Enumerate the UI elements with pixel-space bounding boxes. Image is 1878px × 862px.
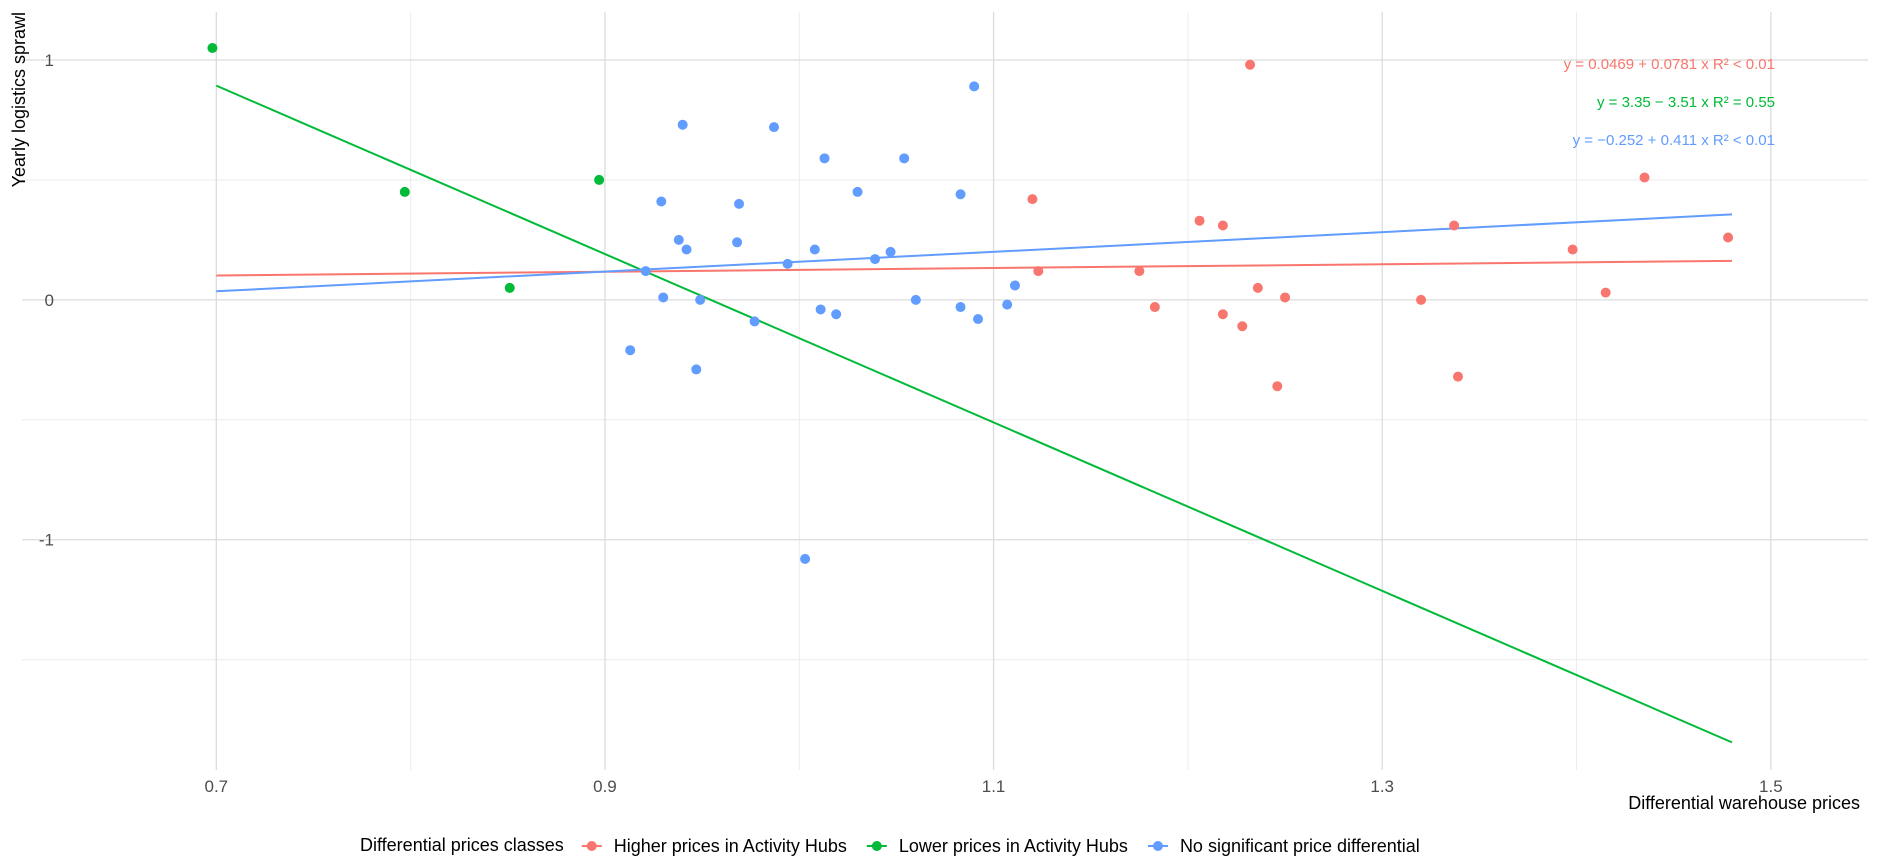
legend-item: Higher prices in Activity Hubs [581,836,847,856]
data-point [815,304,826,315]
x-axis-title: Differential warehouse prices [1628,793,1860,813]
data-point [870,254,881,265]
y-tick-labels: 1 0 -1 [39,51,54,550]
data-point [1002,299,1013,310]
fit-line [215,84,1733,744]
data-point [1217,309,1228,320]
data-point [1237,321,1248,332]
data-point [1217,220,1228,231]
data-point [732,237,743,248]
legend-item: No significant price differential [1147,836,1420,856]
legend-label: No significant price differential [1180,836,1420,856]
data-point [1149,302,1160,313]
y-tick-label: 0 [45,291,54,310]
legend: Differential prices classes Higher price… [360,835,1420,856]
data-point [1245,59,1256,70]
fit-equation: y = −0.252 + 0.411 x R² < 0.01 [1573,132,1775,149]
data-point [625,345,636,356]
data-point [673,234,684,245]
data-point [1194,215,1205,226]
data-point [769,122,780,133]
data-point [899,153,910,164]
data-point [658,292,669,303]
data-point [677,119,688,130]
data-point [955,302,966,313]
major-gridlines [22,12,1868,770]
data-point [819,153,830,164]
legend-items: Higher prices in Activity Hubs Lower pric… [581,836,1420,856]
x-tick-label: 1.3 [1370,777,1394,796]
data-point [640,266,651,277]
data-point [734,198,745,209]
data-point [1639,172,1650,183]
minor-gridlines [22,12,1868,770]
legend-key-point [871,841,882,851]
data-point [1567,244,1578,255]
data-point [681,244,692,255]
data-point [809,244,820,255]
data-point [1033,266,1044,277]
data-points [207,42,1734,564]
fit-equation: y = 0.0469 + 0.0781 x R² < 0.01 [1564,56,1775,73]
legend-item: Lower prices in Activity Hubs [866,836,1128,856]
legend-title: Differential prices classes [360,835,564,855]
data-point [885,246,896,257]
data-point [782,258,793,269]
data-point [1009,280,1020,291]
y-axis-title: Yearly logistics sprawl [9,12,29,187]
data-point [1027,194,1038,205]
data-point [1449,220,1460,231]
y-tick-label: -1 [39,531,54,550]
fit-line [216,259,1732,277]
data-point [831,309,842,320]
data-point [955,189,966,200]
legend-label: Higher prices in Activity Hubs [614,836,847,856]
data-point [594,174,605,185]
data-point [969,81,980,92]
x-tick-label: 0.9 [593,777,617,796]
data-point [1416,294,1427,305]
data-point [973,314,984,325]
data-point [504,282,515,293]
data-point [800,553,811,564]
data-point [691,364,702,375]
data-point [910,294,921,305]
data-point [207,42,218,53]
x-tick-label: 1.1 [982,777,1006,796]
y-tick-label: 1 [45,51,54,70]
legend-label: Lower prices in Activity Hubs [899,836,1128,856]
data-point [1600,287,1611,298]
data-point [1252,282,1263,293]
legend-key-point [1152,841,1163,851]
fit-lines [215,84,1733,744]
fit-equation: y = 3.35 − 3.51 x R² = 0.55 [1597,94,1775,111]
x-tick-label: 0.7 [204,777,228,796]
data-point [695,294,706,305]
x-tick-label: 1.5 [1759,777,1783,796]
x-tick-labels: 0.7 0.9 1.1 1.3 1.5 [204,777,1782,796]
fit-line [216,213,1733,293]
data-point [399,186,410,197]
data-point [1134,266,1145,277]
data-point [1280,292,1291,303]
data-point [656,196,667,207]
fit-equations: y = 0.0469 + 0.0781 x R² < 0.01 y = 3.35 … [1564,56,1775,149]
data-point [1723,232,1734,243]
legend-key-point [586,841,597,851]
data-point [852,186,863,197]
data-point [749,316,760,327]
data-point [1452,371,1463,382]
data-point [1272,381,1283,392]
